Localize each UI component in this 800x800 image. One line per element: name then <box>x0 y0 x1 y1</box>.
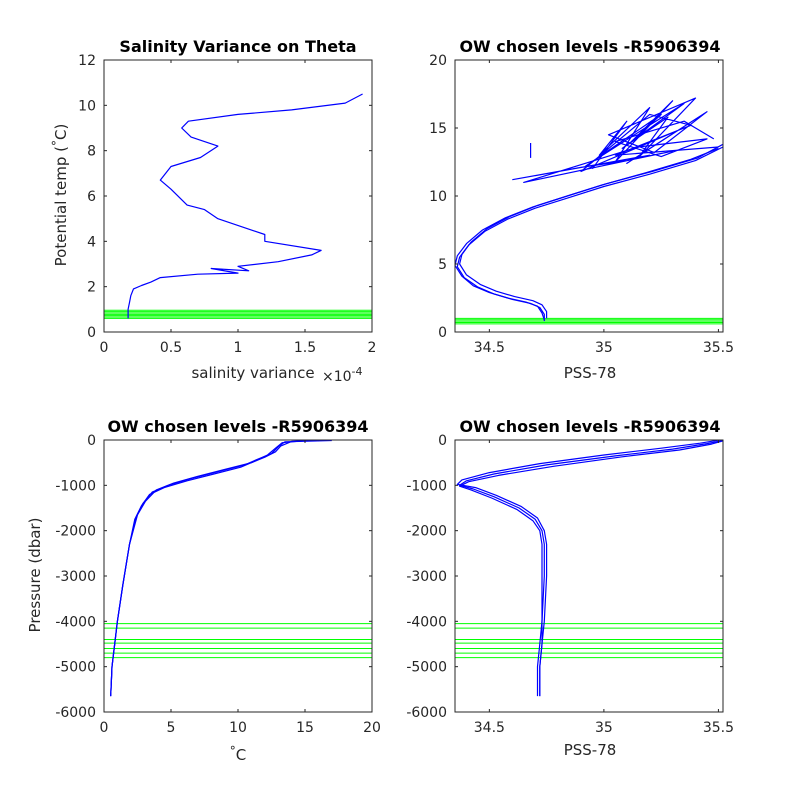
x-tick-label: 0.5 <box>160 340 182 356</box>
panel-pressure-temperature: OW chosen levels -R5906394 °C Pressure (… <box>26 417 381 764</box>
y-tick-label: -5000 <box>406 660 447 676</box>
plot-area <box>104 93 372 319</box>
x-tick-label: 0 <box>100 720 109 736</box>
profile-line <box>512 120 715 183</box>
y-tick-label: 4 <box>87 234 96 250</box>
x-axis-label: PSS-78 <box>564 364 617 382</box>
x-tick-label: 34.5 <box>474 720 505 736</box>
profile-line <box>110 440 306 697</box>
y-tick-label: 12 <box>78 53 96 69</box>
y-tick-label: -6000 <box>406 705 447 721</box>
x-tick-label: 2 <box>368 340 377 356</box>
y-tick-label: -1000 <box>55 478 96 494</box>
y-tick-label: -1000 <box>406 478 447 494</box>
x-tick-label: 35.5 <box>703 340 734 356</box>
x-tick-label: 10 <box>229 720 247 736</box>
y-tick-label: 6 <box>87 189 96 205</box>
y-tick-label: 10 <box>429 189 447 205</box>
y-tick-label: 0 <box>438 433 447 449</box>
x-axis-label: salinity variance <box>191 364 314 382</box>
y-tick-label: -5000 <box>55 660 96 676</box>
x-tick-label: 35 <box>595 720 613 736</box>
x-tick-label: 5 <box>167 720 176 736</box>
panel-title: OW chosen levels -R5906394 <box>107 417 368 436</box>
x-tick-label: 15 <box>296 720 314 736</box>
y-tick-label: -2000 <box>55 524 96 540</box>
panel-title: OW chosen levels -R5906394 <box>459 417 720 436</box>
plot-area <box>104 440 372 697</box>
y-axis-label: Potential temp (°C) <box>50 124 70 267</box>
y-tick-label: 0 <box>87 433 96 449</box>
panel-pressure-salinity: OW chosen levels -R5906394 PSS-78 34.5 35… <box>406 417 734 759</box>
y-tick-label: -6000 <box>55 705 96 721</box>
y-tick-label: -3000 <box>55 569 96 585</box>
y-tick-label: 8 <box>87 144 96 160</box>
x-tick-label: 1.5 <box>294 340 316 356</box>
y-tick-label: -2000 <box>406 524 447 540</box>
y-tick-label: 20 <box>429 53 447 69</box>
y-tick-label: 10 <box>78 98 96 114</box>
plot-area <box>455 440 723 697</box>
x-axis-label: PSS-78 <box>564 741 617 759</box>
profile-line <box>459 143 723 319</box>
y-tick-label: -4000 <box>55 614 96 630</box>
panel-title: OW chosen levels -R5906394 <box>459 37 720 56</box>
y-tick-label: 0 <box>87 325 96 341</box>
y-tick-label: -4000 <box>406 614 447 630</box>
panel-salinity-variance: Salinity Variance on Theta salinity vari… <box>50 37 376 385</box>
x-tick-label: 0 <box>100 340 109 356</box>
profile-line <box>456 440 719 697</box>
x-tick-label: 20 <box>363 720 381 736</box>
plot-area <box>455 97 723 325</box>
x-axis-label: °C <box>230 744 246 764</box>
x-tick-label: 1 <box>234 340 243 356</box>
y-tick-label: 5 <box>438 257 447 273</box>
profile-line <box>127 93 363 319</box>
y-tick-label: 2 <box>87 280 96 296</box>
y-tick-label: -3000 <box>406 569 447 585</box>
profile-line <box>459 440 723 697</box>
y-axis-label: Pressure (dbar) <box>26 518 44 633</box>
y-tick-label: 0 <box>438 325 447 341</box>
x-tick-label: 35 <box>595 340 613 356</box>
panel-title: Salinity Variance on Theta <box>119 37 356 56</box>
x-tick-label: 35.5 <box>703 720 734 736</box>
y-tick-label: 15 <box>429 121 447 137</box>
x-axis-multiplier: ×10-4 <box>322 365 363 385</box>
panel-theta-salinity: OW chosen levels -R5906394 PSS-78 34.5 35… <box>429 37 734 382</box>
x-tick-label: 34.5 <box>474 340 505 356</box>
